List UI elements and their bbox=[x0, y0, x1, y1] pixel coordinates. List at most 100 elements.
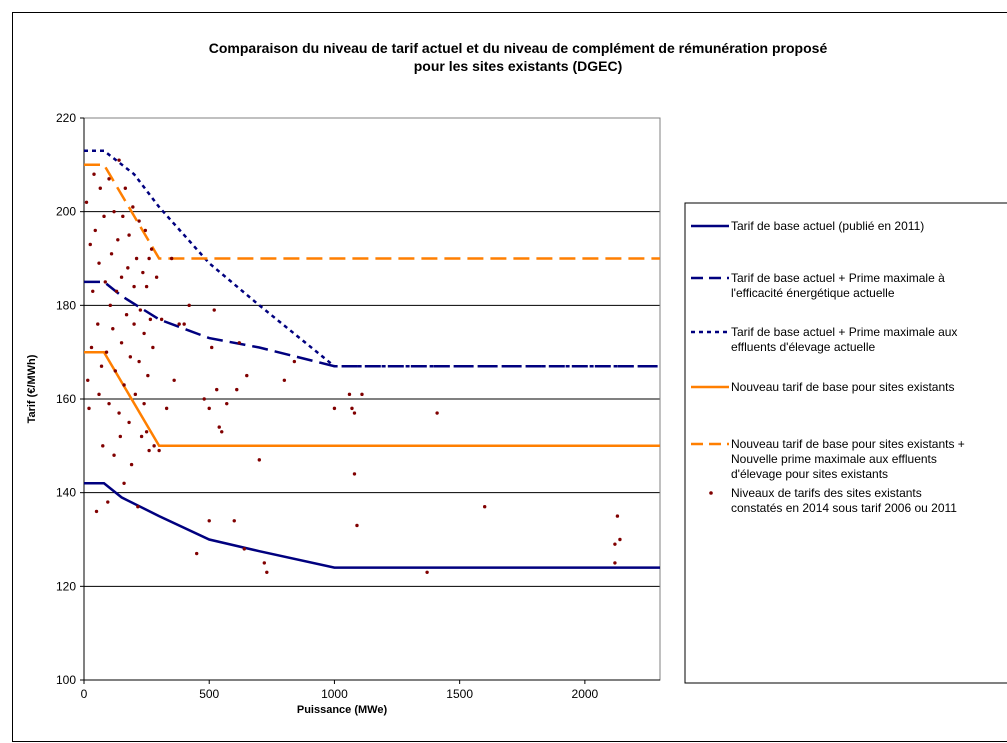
scatter-point-22 bbox=[109, 252, 114, 256]
scatter-point-63 bbox=[148, 317, 153, 322]
scatter-point-107 bbox=[613, 542, 617, 546]
gridlines bbox=[84, 117, 660, 587]
scatter-point-73 bbox=[177, 322, 181, 326]
series-line-1 bbox=[84, 482, 660, 569]
scatter-point-101 bbox=[355, 523, 359, 528]
y-tick-label-140: 140 bbox=[56, 486, 76, 500]
scatter-point-34 bbox=[121, 214, 125, 219]
y-tick-label-120: 120 bbox=[56, 579, 76, 593]
scatter-point-102 bbox=[360, 392, 364, 397]
scatter-point-32 bbox=[119, 341, 124, 345]
scatter-point-56 bbox=[142, 331, 146, 336]
scatter-point-83 bbox=[217, 425, 221, 429]
scatter-point-75 bbox=[187, 303, 191, 308]
scatter-point-12 bbox=[98, 186, 102, 190]
x-tick-label-1500: 1500 bbox=[446, 687, 473, 701]
scatter-point-24 bbox=[112, 209, 116, 214]
legend: Tarif de base actuel (publié en 2011) Tar… bbox=[684, 202, 1007, 684]
scatter-point-20 bbox=[107, 401, 111, 406]
series-line-5 bbox=[84, 163, 660, 260]
scatter-point-11 bbox=[97, 392, 101, 397]
legend-label-5-line-1: Nouveau tarif de base pour sites existan… bbox=[731, 437, 965, 451]
scatter-point-82 bbox=[215, 387, 219, 392]
scatter-point-84 bbox=[220, 430, 224, 434]
scatter-point-31 bbox=[118, 434, 123, 439]
scatter-point-53 bbox=[139, 434, 144, 439]
legend-entry-4: Nouveau tarif de base pour sites existan… bbox=[691, 380, 954, 394]
scatter-point-57 bbox=[143, 228, 148, 233]
scatter-point-70 bbox=[164, 406, 169, 411]
scatter-point-98 bbox=[350, 406, 354, 411]
scatter-point-71 bbox=[169, 256, 174, 261]
chart-frame: Comparaison du niveau de tarif actuel et… bbox=[12, 12, 1007, 742]
scatter-point-15 bbox=[102, 214, 106, 219]
chart-svg: Comparaison du niveau de tarif actuel et… bbox=[26, 40, 1007, 716]
scatter-point-8 bbox=[94, 509, 99, 514]
legend-entry-2: Tarif de base actuel + Prime maximale àl… bbox=[691, 271, 945, 300]
scatter-point-43 bbox=[129, 462, 134, 467]
scatter-point-67 bbox=[154, 275, 159, 279]
scatter-point-104 bbox=[482, 505, 487, 509]
scatter-point-23 bbox=[111, 327, 115, 331]
scatter-point-60 bbox=[146, 373, 150, 378]
series-line-4 bbox=[84, 350, 660, 448]
scatter-point-27 bbox=[114, 289, 119, 293]
scatter-point-61 bbox=[147, 256, 151, 261]
x-tick-label-2000: 2000 bbox=[572, 687, 599, 701]
scatter-point-0 bbox=[84, 200, 89, 204]
scatter-point-93 bbox=[265, 570, 269, 574]
scatter-point-28 bbox=[116, 238, 120, 242]
legend-label-1-line-1: Tarif de base actuel (publié en 2011) bbox=[731, 219, 924, 233]
scatter-point-54 bbox=[141, 270, 145, 275]
scatter-point-13 bbox=[99, 364, 104, 368]
legend-entry-5: Nouveau tarif de base pour sites existan… bbox=[691, 437, 965, 481]
scatter-point-1 bbox=[86, 378, 90, 382]
legend-label-2-line-1: Tarif de base actuel + Prime maximale à bbox=[731, 271, 945, 285]
scatter-point-48 bbox=[134, 256, 139, 261]
scatter-point-74 bbox=[182, 322, 186, 326]
scatter-point-76 bbox=[194, 551, 199, 556]
x-tick-label-1000: 1000 bbox=[321, 687, 348, 701]
legend-label-3-line-1: Tarif de base actuel + Prime maximale au… bbox=[731, 325, 957, 339]
scatter-point-47 bbox=[133, 392, 138, 397]
scatter-point-4 bbox=[89, 345, 94, 350]
scatter-point-108 bbox=[615, 514, 620, 518]
scatter-point-87 bbox=[235, 387, 239, 392]
y-axis-title: Tarif (€/MWh) bbox=[26, 354, 38, 423]
scatter-point-25 bbox=[112, 453, 116, 457]
scatter-point-9 bbox=[96, 322, 100, 326]
legend-entry-3: Tarif de base actuel + Prime maximale au… bbox=[691, 325, 957, 354]
scatter-point-55 bbox=[142, 401, 146, 406]
scatter-point-18 bbox=[106, 500, 110, 504]
scatter-point-109 bbox=[618, 537, 622, 542]
scatter-point-37 bbox=[123, 186, 128, 190]
scatter-point-59 bbox=[144, 284, 149, 289]
scatter-point-39 bbox=[126, 266, 130, 270]
legend-label-6-line-1: Niveaux de tarifs des sites existants bbox=[731, 486, 922, 500]
series-line-2 bbox=[84, 280, 660, 368]
scatter-point-85 bbox=[225, 401, 229, 406]
scatter-point-79 bbox=[207, 519, 211, 523]
scatter-point-36 bbox=[122, 383, 126, 387]
scatter-point-65 bbox=[151, 345, 155, 350]
x-tick-label-500: 500 bbox=[199, 687, 219, 701]
scatter-point-86 bbox=[232, 519, 236, 523]
scatter-point-40 bbox=[127, 233, 131, 237]
scatter-point-10 bbox=[97, 261, 101, 265]
scatter-point-5 bbox=[91, 289, 95, 293]
scatter-point-16 bbox=[103, 280, 107, 284]
scatter-point-88 bbox=[237, 341, 241, 345]
scatter-point-6 bbox=[92, 172, 96, 176]
scatter-point-77 bbox=[202, 397, 206, 401]
scatter-point-68 bbox=[157, 448, 161, 453]
scatter-point-66 bbox=[152, 444, 156, 448]
y-tick-label-200: 200 bbox=[56, 205, 76, 219]
scatter-point-35 bbox=[122, 481, 126, 485]
y-tick-label-160: 160 bbox=[56, 392, 76, 406]
scatter-point-42 bbox=[128, 355, 133, 359]
scatter-point-50 bbox=[137, 219, 141, 223]
series-scatter-markers bbox=[84, 158, 622, 574]
scatter-point-96 bbox=[332, 406, 337, 411]
scatter-point-91 bbox=[257, 458, 262, 462]
scatter-point-105 bbox=[425, 570, 429, 574]
